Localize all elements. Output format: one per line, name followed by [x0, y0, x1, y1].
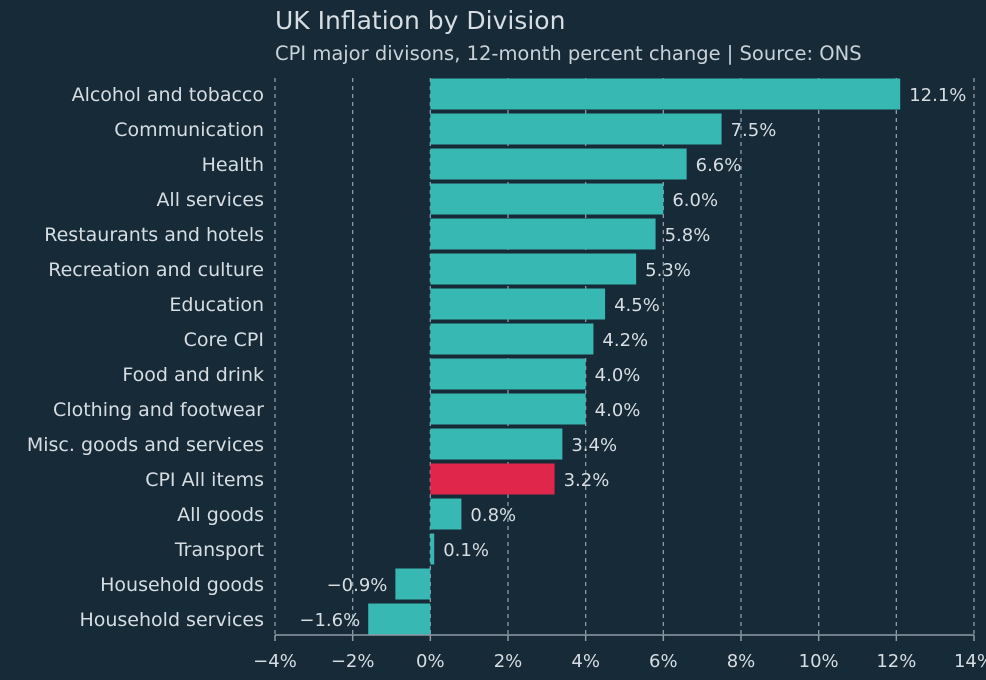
bar — [430, 428, 563, 460]
bar — [430, 218, 656, 250]
chart-title: UK Inflation by Division — [275, 6, 566, 35]
data-label: 4.0% — [595, 365, 641, 386]
bars — [368, 78, 901, 635]
category-label: Restaurants and hotels — [44, 224, 264, 246]
category-label: CPI All items — [145, 469, 264, 491]
x-tick-label: −4% — [253, 651, 297, 672]
category-label: Household goods — [100, 574, 264, 596]
x-tick-label: 8% — [727, 651, 756, 672]
category-label: Recreation and culture — [48, 259, 264, 281]
category-label: Food and drink — [122, 364, 264, 386]
bar — [430, 253, 637, 285]
data-label: 5.3% — [645, 260, 691, 281]
bar — [430, 323, 594, 355]
category-label: Alcohol and tobacco — [72, 84, 264, 106]
bar — [430, 113, 722, 145]
x-tick-label: 0% — [416, 651, 445, 672]
bar — [430, 393, 586, 425]
category-label: Clothing and footwear — [53, 399, 264, 421]
category-label: Core CPI — [184, 329, 264, 351]
x-tick-label: −2% — [331, 651, 375, 672]
x-tick-label: 14% — [954, 651, 986, 672]
data-label: 4.2% — [602, 330, 648, 351]
chart-subtitle: CPI major divisons, 12-month percent cha… — [275, 42, 862, 65]
x-tick-label: 12% — [876, 651, 916, 672]
data-label: 7.5% — [731, 120, 777, 141]
category-label: Health — [202, 154, 264, 176]
bar — [430, 183, 664, 215]
bar — [368, 603, 431, 635]
category-label: Misc. goods and services — [27, 434, 264, 456]
bar — [430, 148, 687, 180]
bar — [430, 358, 586, 390]
bar — [430, 78, 901, 110]
category-label: Education — [169, 294, 264, 316]
category-label: Household services — [79, 609, 264, 631]
bar — [430, 288, 606, 320]
data-label: −1.6% — [299, 610, 360, 631]
data-label: −0.9% — [327, 575, 388, 596]
x-tick-label: 6% — [649, 651, 678, 672]
x-tick-label: 4% — [571, 651, 600, 672]
data-label: 3.4% — [571, 435, 617, 456]
category-label: All services — [156, 189, 264, 211]
category-label: All goods — [177, 504, 264, 526]
bar — [395, 568, 431, 600]
category-label: Communication — [114, 119, 264, 141]
bar-highlight — [430, 463, 555, 495]
category-label: Transport — [174, 539, 264, 561]
x-tick-label: 10% — [799, 651, 839, 672]
data-label: 3.2% — [564, 470, 610, 491]
data-label: 6.0% — [672, 190, 718, 211]
data-label: 0.1% — [443, 540, 489, 561]
x-axis: −4% −2% 0% 2% 4% 6% 8% 10% 12% 14% — [253, 634, 986, 672]
x-tick-label: 2% — [494, 651, 523, 672]
labels: Alcohol and tobacco 12.1% Communication 7.5… — [27, 84, 967, 631]
data-label: 6.6% — [696, 155, 742, 176]
data-label: 5.8% — [665, 225, 711, 246]
data-label: 12.1% — [909, 85, 966, 106]
data-label: 0.8% — [470, 505, 516, 526]
bar — [430, 498, 462, 530]
bar — [430, 533, 435, 565]
data-label: 4.0% — [595, 400, 641, 421]
data-label: 4.5% — [614, 295, 660, 316]
